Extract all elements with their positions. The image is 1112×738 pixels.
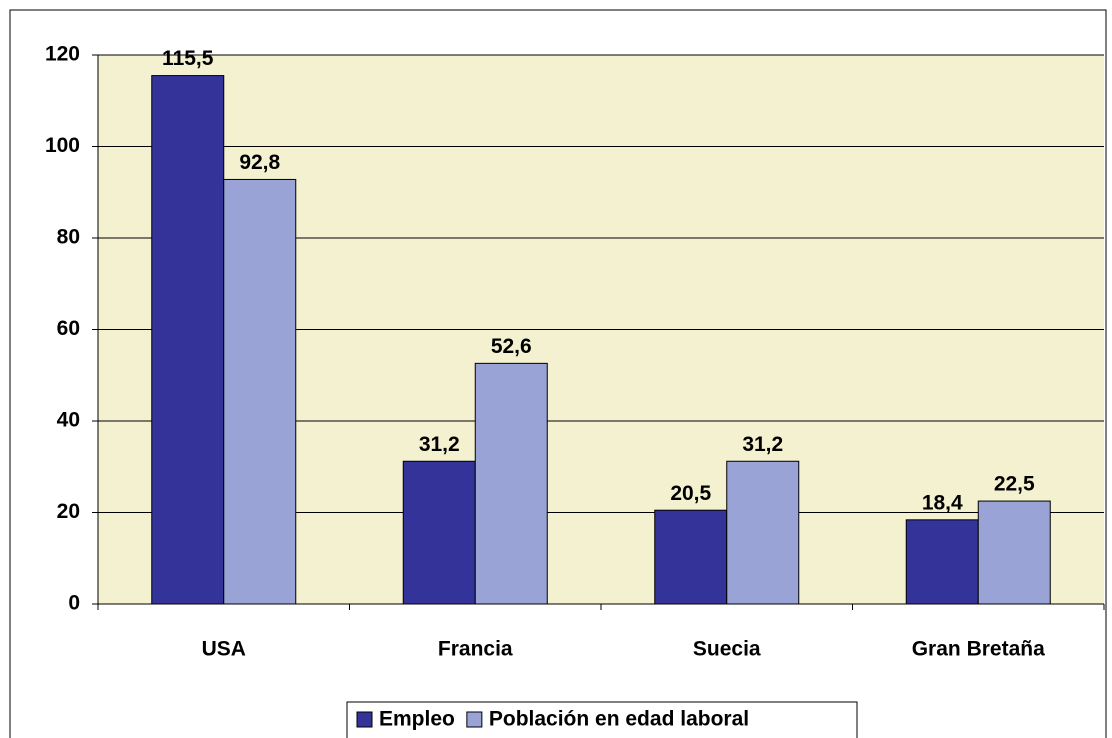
x-tick-label: Francia [438,638,513,661]
legend-box [346,701,858,738]
y-tick-label: 80 [57,226,80,249]
bar [905,519,979,605]
y-tick-label: 100 [45,134,80,157]
value-label: 18,4 [922,491,963,514]
x-tick-label: Suecia [693,638,761,661]
y-tick-label: 120 [45,43,80,66]
y-tick-label: 20 [57,500,80,523]
bar [151,75,225,605]
legend-swatch [466,711,483,728]
value-label: 31,2 [742,433,783,456]
value-label: 22,5 [994,473,1035,496]
value-label: 52,6 [491,335,532,358]
bar [474,362,548,605]
legend-swatch [356,711,373,728]
y-tick-label: 40 [57,409,80,432]
value-label: 115,5 [162,47,214,70]
bar [726,460,800,605]
value-label: 92,8 [239,151,280,174]
bar [977,500,1051,605]
y-tick-label: 0 [68,592,80,615]
bar [402,460,476,605]
legend-label: Empleo [379,708,455,731]
value-label: 20,5 [670,482,711,505]
x-tick-label: USA [202,638,246,661]
y-tick-label: 60 [57,317,80,340]
bar [654,509,728,605]
legend-label: Población en edad laboral [489,708,749,731]
x-tick-label: Gran Bretaña [912,638,1045,661]
bar [223,178,297,605]
value-label: 31,2 [419,433,460,456]
